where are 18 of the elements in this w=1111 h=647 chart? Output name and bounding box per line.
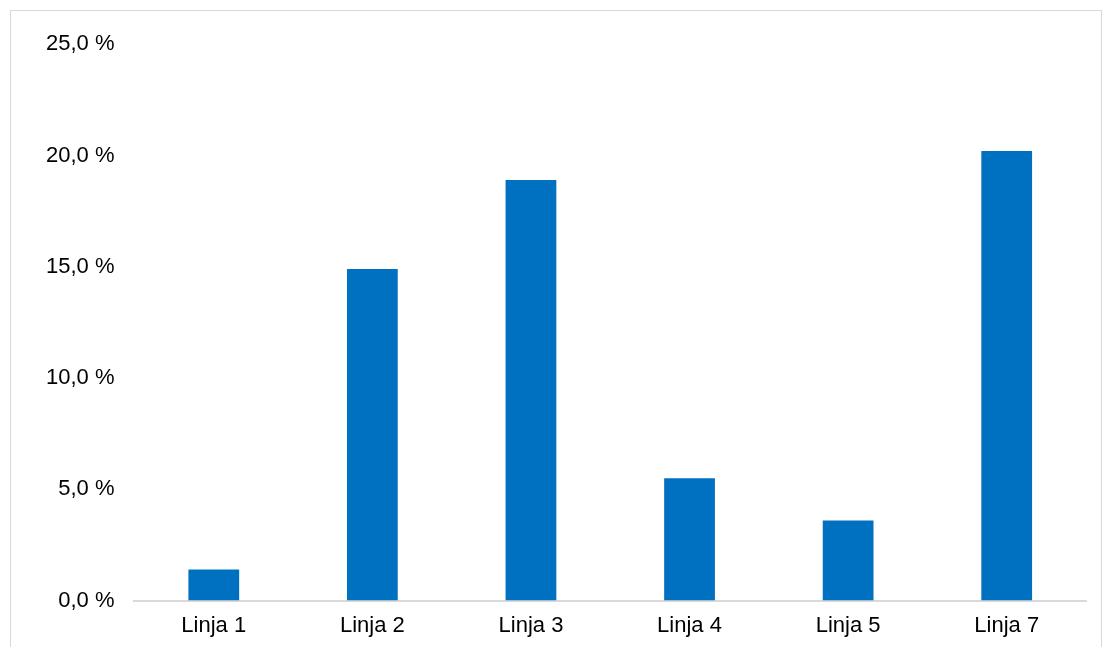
y-tick-label: 10,0 % <box>45 364 115 390</box>
y-tick-label: 20,0 % <box>45 141 115 167</box>
x-tick-label: Linja 7 <box>974 611 1040 637</box>
y-tick-label: 0,0 % <box>58 586 115 612</box>
y-tick-label: 25,0 % <box>45 30 115 56</box>
bar <box>347 268 398 601</box>
bar <box>664 478 715 601</box>
x-tick-label: Linja 4 <box>657 611 722 637</box>
y-tick-label: 5,0 % <box>58 475 115 501</box>
x-tick-label: Linja 1 <box>181 611 247 637</box>
x-tick-label: Linja 3 <box>498 611 564 637</box>
bar <box>822 520 874 601</box>
bar <box>505 179 557 601</box>
y-tick-label: 15,0 % <box>45 252 115 278</box>
x-tick-label: Linja 2 <box>339 611 405 637</box>
x-tick-label: Linja 5 <box>815 611 881 637</box>
bar <box>188 569 240 601</box>
bar <box>981 151 1033 601</box>
